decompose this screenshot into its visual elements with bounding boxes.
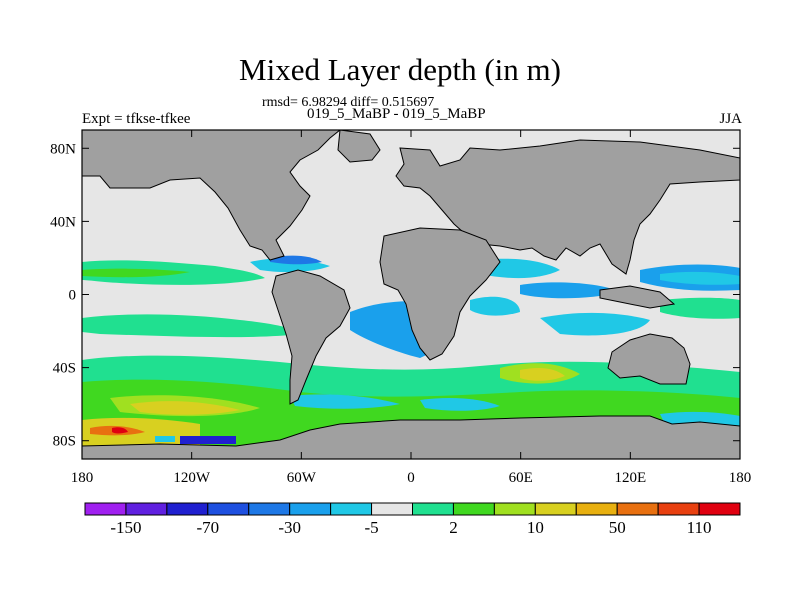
colorbar-swatch	[289, 502, 332, 516]
lon-tick-label: 120W	[173, 470, 211, 486]
colorbar-swatch	[125, 502, 168, 516]
colorbar-swatch	[493, 502, 536, 516]
latitude-axis: 80N 40N 0 40S 80S	[50, 141, 740, 450]
season-label: JJA	[719, 111, 742, 127]
lat-tick-label: 80N	[50, 141, 76, 157]
lon-tick-label: 180	[729, 470, 752, 486]
colorbar-swatch	[534, 502, 577, 516]
longitude-axis: 180 120W 60W 0 60E 120E 180	[71, 130, 752, 486]
colorbar-swatch	[412, 502, 454, 516]
colorbar-label: 10	[527, 518, 544, 537]
colorbar-swatch	[575, 502, 618, 516]
colorbar-swatch	[84, 502, 127, 516]
colorbar: -150 -70 -30 -5 2 10 50 110	[84, 502, 741, 537]
colorbar-label: -150	[110, 518, 141, 537]
lon-tick-label: 60W	[287, 470, 317, 486]
colorbar-label: -70	[196, 518, 219, 537]
south-america	[271, 269, 351, 405]
colorbar-swatch	[657, 502, 700, 516]
stats-line: rmsd= 6.98294 diff= 0.515697	[262, 95, 435, 110]
lat-tick-label: 40S	[53, 361, 76, 377]
colorbar-swatch	[207, 502, 250, 516]
colorbar-label: 110	[687, 518, 712, 537]
maritime-continent	[599, 285, 676, 309]
comparison-line: 019_5_MaBP - 019_5_MaBP	[307, 106, 486, 122]
africa	[379, 227, 501, 361]
colorbar-swatch	[698, 502, 741, 516]
lon-tick-label: 0	[407, 470, 415, 486]
greenland-eurasia	[337, 130, 381, 163]
colorbar-label: -5	[364, 518, 378, 537]
lat-tick-label: 40N	[50, 214, 76, 230]
colorbar-swatch	[166, 502, 209, 516]
colorbar-swatch	[452, 502, 495, 516]
antarctica	[82, 415, 740, 459]
australia	[607, 333, 691, 385]
colorbar-swatch	[371, 502, 413, 516]
lat-tick-label: 80S	[53, 434, 76, 450]
colorbar-label: 2	[449, 518, 458, 537]
land-masses	[82, 130, 740, 459]
colorbar-swatch	[330, 502, 373, 516]
lon-tick-label: 120E	[614, 470, 646, 486]
plot-title: Mixed Layer depth (in m)	[239, 52, 561, 87]
lon-tick-label: 60E	[509, 470, 533, 486]
lat-tick-label: 0	[69, 288, 77, 304]
colorbar-swatch	[248, 502, 291, 516]
experiment-label: Expt = tfkse-tfkee	[82, 111, 191, 127]
north-america	[82, 130, 341, 261]
colorbar-label: 50	[609, 518, 626, 537]
colorbar-swatch	[616, 502, 659, 516]
lon-tick-label: 180	[71, 470, 94, 486]
colorbar-label: -30	[278, 518, 301, 537]
